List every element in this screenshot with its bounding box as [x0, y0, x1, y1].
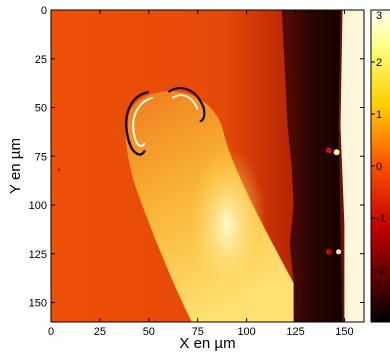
heatmap-image: [51, 10, 364, 322]
y-tick-label: 50: [35, 103, 47, 115]
heatmap-bright-strip: [340, 10, 364, 322]
y-tick-label: 25: [35, 54, 47, 66]
colorbar-tick-label: 1: [376, 109, 382, 121]
y-tick-label: 100: [29, 200, 47, 212]
x-tick-label: 25: [94, 326, 106, 338]
heatmap-fringe-right-inner: [171, 94, 199, 110]
x-tick-label: 150: [335, 326, 353, 338]
y-axis: 0 25 50 75 100 125 150: [29, 5, 364, 310]
heatmap-spot: [57, 168, 61, 172]
colorbar-tick-label: -2: [376, 265, 386, 277]
colorbar-tick-label: 0: [376, 161, 382, 173]
heatmap-fringe-right-outer: [167, 87, 206, 123]
y-axis-label: Y en µm: [7, 138, 24, 194]
heatmap-spot: [333, 149, 340, 156]
heatmap-plume-bright-core: [188, 146, 267, 303]
x-tick-label: 125: [286, 326, 304, 338]
heatmap-spot: [325, 248, 332, 255]
y-tick-label: 0: [41, 5, 47, 17]
y-tick-label: 125: [29, 249, 47, 261]
x-tick-label: 0: [48, 326, 54, 338]
heatmap-spot: [336, 249, 342, 255]
x-axis: 0 25 50 75 100 125 150: [48, 10, 354, 338]
colorbar-tick-label: -3: [376, 312, 386, 324]
x-tick-label: 50: [143, 326, 155, 338]
y-tick-label: 150: [29, 298, 47, 310]
colorbar: 3 2 1 0 -1 -2 -3: [370, 9, 390, 324]
x-axis-label: X en µm: [179, 335, 235, 352]
y-tick-label: 75: [35, 151, 47, 163]
heatmap-fringe-left-outer: [125, 90, 150, 156]
heatmap-fringe-left-inner: [132, 96, 154, 147]
x-tick-label: 75: [192, 326, 204, 338]
heatmap-spot: [325, 147, 332, 154]
heatmap-dark-region: [281, 10, 343, 322]
plot-frame: [50, 9, 365, 323]
x-tick-label: 100: [237, 326, 255, 338]
colorbar-tick-label: 2: [376, 57, 382, 69]
colorbar-tick-label: 3: [376, 10, 382, 22]
colorbar-tick-label: -1: [376, 213, 386, 225]
colorbar-ticks: 3 2 1 0 -1 -2 -3: [371, 9, 386, 324]
